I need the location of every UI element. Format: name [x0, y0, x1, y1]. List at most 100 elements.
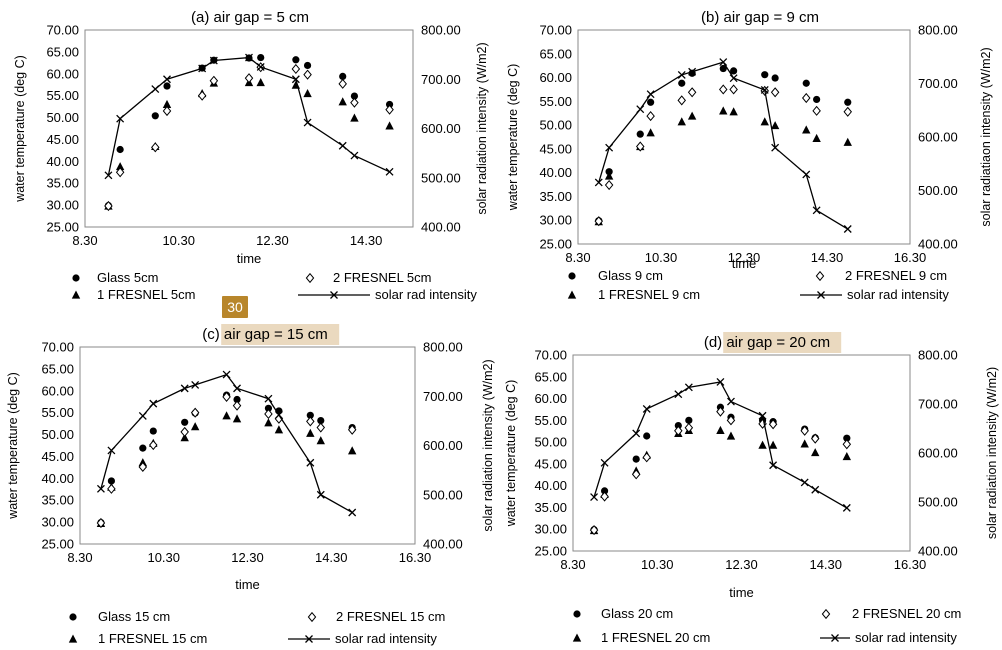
triangle-point-b: [719, 106, 728, 115]
triangle-point-c: [180, 433, 189, 442]
x-line-point-d: [842, 503, 851, 512]
x-line-point-d: [590, 493, 599, 502]
triangle-point-a: [256, 78, 265, 87]
x-tick-label-d: 14.30: [809, 557, 842, 572]
y-tick-label-b: 45.00: [539, 141, 572, 156]
diamond-point-c: [232, 400, 242, 411]
diamond-point-d: [726, 415, 736, 426]
diamond-point-d: [810, 433, 820, 444]
y-tick-label-a: 45.00: [46, 132, 79, 147]
legend-triangle-marker-d: [572, 633, 582, 642]
x-line-point-a: [338, 141, 347, 150]
x-tick-label-d: 8.30: [560, 557, 585, 572]
x-tick-label-d: 16.30: [894, 557, 927, 572]
x-tick-label-b: 10.30: [645, 250, 678, 265]
x-line-point-a: [303, 118, 312, 127]
y2-tick-label-b: 600.00: [918, 130, 958, 145]
diamond-point-b: [635, 141, 645, 152]
diamond-point-b: [677, 95, 687, 106]
circle-point-c: [264, 404, 273, 412]
y-tick-label-d: 35.00: [534, 500, 567, 515]
legend-label-b: solar rad intensity: [847, 287, 949, 302]
triangle-point-b: [646, 128, 655, 137]
diamond-point-a: [162, 105, 172, 117]
triangle-point-c: [232, 414, 242, 423]
diamond-point-a: [115, 167, 125, 178]
y-tick-label-d: 50.00: [534, 435, 567, 450]
y2-tick-label-b: 800.00: [918, 23, 958, 38]
triangle-point-c: [306, 428, 315, 437]
circle-point-a: [339, 72, 347, 81]
y2-tick-label-a: 500.00: [421, 170, 461, 185]
y-tick-label-c: 35.00: [41, 493, 74, 508]
diamond-point-b: [646, 110, 655, 122]
y-tick-label-a: 30.00: [46, 198, 79, 213]
y2-tick-label-c: 600.00: [423, 438, 463, 453]
y-tick-label-d: 45.00: [534, 456, 567, 471]
chart-a: (a) air gap = 5 cm 25.00 30.00 35.00 40.00 45…: [13, 9, 489, 302]
diamond-point-a: [209, 75, 219, 86]
circle-point-c: [149, 427, 157, 435]
x-tick-label-a: 12.30: [256, 233, 289, 248]
triangle-point-b: [677, 117, 686, 126]
circle-point-d: [632, 455, 640, 463]
x-tick-label-b: 16.30: [894, 250, 927, 265]
x-axis-label-c: time: [235, 577, 260, 592]
y-tick-label-d: 70.00: [534, 348, 567, 363]
y-tick-label-a: 25.00: [46, 220, 79, 235]
x-line-point-a: [209, 56, 218, 65]
triangle-point-c: [347, 446, 357, 455]
legend-triangle-marker-b: [567, 290, 577, 299]
y-tick-label-c: 40.00: [41, 471, 74, 486]
y-tick-label-d: 60.00: [534, 391, 567, 406]
circle-point-a: [385, 100, 394, 109]
triangle-point-a: [338, 97, 347, 106]
x-line-point-b: [812, 206, 821, 215]
x-tick-label-a: 14.30: [350, 233, 383, 248]
y2-tick-label-d: 400.00: [918, 544, 958, 559]
x-line-point-c: [306, 458, 315, 467]
chart-title-c: (c) air gap = 15 cm: [202, 326, 327, 343]
y2-tick-label-a: 600.00: [421, 121, 461, 136]
y-tick-label-a: 65.00: [46, 44, 79, 59]
triangle-point-a: [303, 88, 312, 98]
circle-point-b: [719, 64, 727, 73]
y-tick-label-d: 55.00: [534, 413, 567, 428]
diamond-point-a: [104, 200, 113, 212]
x-line-point-d: [758, 411, 767, 420]
circle-point-a: [303, 61, 312, 70]
y-tick-label-d: 25.00: [534, 544, 567, 559]
triangle-point-d: [716, 425, 725, 434]
diamond-point-c: [190, 407, 200, 418]
circle-point-c: [317, 416, 325, 425]
legend-label-d: 2 FRESNEL 20 cm: [852, 606, 961, 621]
plot-frame-a: [84, 29, 414, 228]
y-tick-label-a: 40.00: [46, 154, 79, 169]
x-line-point-b: [729, 74, 738, 83]
diamond-point-b: [604, 179, 614, 191]
triangle-point-b: [760, 117, 769, 126]
x-line-point-d: [600, 458, 609, 467]
diamond-point-c: [149, 439, 158, 451]
y-tick-label-b: 25.00: [539, 237, 572, 252]
diamond-point-a: [151, 142, 160, 153]
circle-point-b: [802, 79, 810, 87]
x-line-point-c: [180, 384, 189, 393]
chart-title-d: (d) air gap = 20 cm: [704, 334, 830, 351]
x-line-point-d: [769, 461, 778, 470]
x-line-point-b: [843, 225, 852, 233]
chart-title-b: (b) air gap = 9 cm: [701, 9, 819, 26]
triangle-point-b: [687, 111, 697, 120]
x-line-point-c: [348, 508, 357, 517]
circle-point-b: [636, 130, 644, 138]
x-line-point-a: [151, 85, 160, 94]
diamond-point-b: [812, 105, 821, 116]
x-line-point-a: [163, 75, 171, 84]
legend-label-b: 1 FRESNEL 9 cm: [598, 287, 700, 302]
diamond-point-c: [306, 416, 315, 427]
x-line-point-c: [191, 380, 200, 389]
y-tick-label-d: 65.00: [534, 369, 567, 384]
circle-point-d: [674, 421, 682, 430]
y2-tick-label-d: 800.00: [918, 348, 958, 363]
y2-tick-label-a: 700.00: [421, 72, 461, 87]
